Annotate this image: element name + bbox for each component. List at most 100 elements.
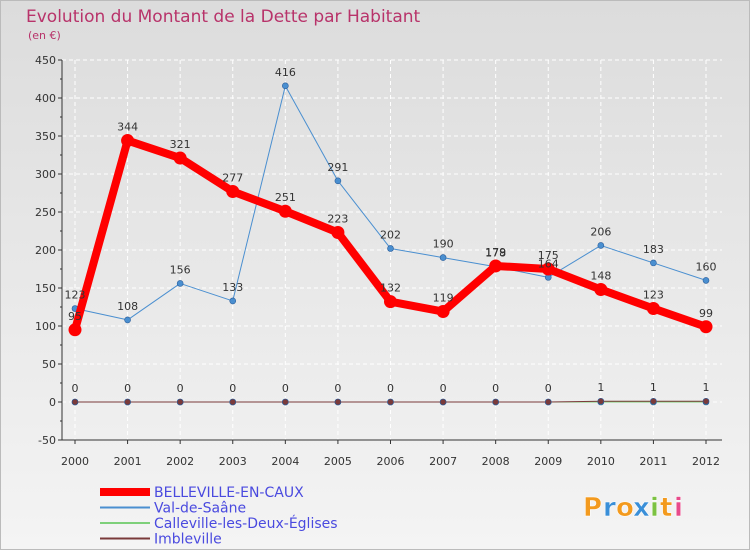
data-label-val-de-sa-ne: 164 xyxy=(538,257,559,270)
data-label-imbleville: 0 xyxy=(545,382,552,395)
y-tick-label: 450 xyxy=(35,54,56,67)
data-labels: 123 108 156 133 416 291 202 190 178 164 206 183 160 0… xyxy=(65,66,717,395)
data-label-imbleville: 0 xyxy=(282,382,289,395)
point-imbleville xyxy=(650,397,657,405)
svg-text:i: i xyxy=(674,493,683,523)
data-label-belleville-en-caux: 321 xyxy=(170,138,191,151)
point-belleville-en-caux xyxy=(226,184,240,198)
point-belleville-en-caux xyxy=(278,204,292,218)
point-belleville-en-caux xyxy=(541,262,555,276)
x-tick-label: 2008 xyxy=(482,455,510,468)
x-tick-label: 2012 xyxy=(692,455,720,468)
y-tick-label: 150 xyxy=(35,282,56,295)
chart-subtitle: (en €) xyxy=(28,29,61,42)
data-label-val-de-sa-ne: 190 xyxy=(433,238,454,251)
data-label-val-de-sa-ne: 206 xyxy=(590,225,611,238)
data-label-val-de-sa-ne: 156 xyxy=(170,263,191,276)
point-imbleville xyxy=(544,398,552,406)
data-label-imbleville: 1 xyxy=(650,381,657,394)
data-label-imbleville: 0 xyxy=(177,382,184,395)
x-tick-label: 2009 xyxy=(534,455,562,468)
data-label-belleville-en-caux: 175 xyxy=(538,249,559,262)
data-label-belleville-en-caux: 99 xyxy=(699,307,713,320)
legend: BELLEVILLE-EN-CAUXVal-de-SaâneCalleville… xyxy=(100,485,338,548)
point-belleville-en-caux xyxy=(594,283,608,297)
chart-title: Evolution du Montant de la Dette par Hab… xyxy=(26,7,421,27)
point-val-de-sa-ne xyxy=(282,82,289,90)
svg-text:r: r xyxy=(603,493,616,523)
data-label-val-de-sa-ne: 291 xyxy=(327,161,348,174)
data-label-val-de-sa-ne: 416 xyxy=(275,66,296,79)
point-imbleville xyxy=(597,397,605,405)
data-label-belleville-en-caux: 277 xyxy=(222,171,243,184)
x-tick-label: 2007 xyxy=(429,455,457,468)
point-imbleville xyxy=(71,398,79,406)
point-val-de-sa-ne xyxy=(387,245,394,252)
y-tick-label: 200 xyxy=(35,244,56,257)
point-val-de-sa-ne xyxy=(124,316,131,324)
y-tick-label: 250 xyxy=(35,206,56,219)
data-label-imbleville: 1 xyxy=(703,381,710,394)
point-imbleville xyxy=(282,398,289,406)
x-tick-label: 2010 xyxy=(587,455,615,468)
data-label-belleville-en-caux: 251 xyxy=(275,191,296,204)
point-belleville-en-caux xyxy=(384,295,397,309)
legend-label-val-de-sa-ne: Val-de-Saâne xyxy=(154,501,246,517)
x-tick-label: 2002 xyxy=(166,455,194,468)
series-layer xyxy=(68,82,713,406)
y-tick-label: 0 xyxy=(49,396,56,409)
y-tick-label: 350 xyxy=(35,130,56,143)
point-imbleville xyxy=(702,397,710,405)
x-tick-label: 2000 xyxy=(61,455,89,468)
point-val-de-sa-ne xyxy=(650,259,657,267)
point-imbleville xyxy=(334,398,342,406)
svg-text:t: t xyxy=(660,493,672,523)
point-imbleville xyxy=(492,398,499,406)
data-label-val-de-sa-ne: 178 xyxy=(485,247,506,260)
data-label-imbleville: 0 xyxy=(334,382,341,395)
data-label-imbleville: 0 xyxy=(229,382,236,395)
data-label-belleville-en-caux: 344 xyxy=(117,121,138,134)
svg-text:x: x xyxy=(633,493,650,523)
data-label-imbleville: 0 xyxy=(72,382,79,395)
x-tick-label: 2004 xyxy=(271,455,299,468)
y-tick-label: 300 xyxy=(35,168,56,181)
x-tick-label: 2001 xyxy=(114,455,142,468)
axes: -50 0 50 1 0 0 150 200 250 300 350 400 450 2000 2001 20… xyxy=(35,54,722,468)
data-label-val-de-sa-ne: 183 xyxy=(643,243,664,256)
point-belleville-en-caux xyxy=(68,323,82,337)
y-tick-label: 50 xyxy=(42,358,56,371)
point-val-de-sa-ne xyxy=(334,177,342,185)
data-label-val-de-sa-ne: 202 xyxy=(380,228,401,241)
point-imbleville xyxy=(124,398,131,406)
point-val-de-sa-ne xyxy=(597,242,605,249)
data-label-belleville-en-caux: 179 xyxy=(485,246,506,259)
data-label-imbleville: 0 xyxy=(124,382,131,395)
series-imbleville xyxy=(71,397,710,406)
data-label-belleville-en-caux: 119 xyxy=(433,292,454,305)
legend-label-belleville-en-caux: BELLEVILLE-EN-CAUX xyxy=(154,485,304,501)
point-val-de-sa-ne xyxy=(229,297,237,305)
svg-text:o: o xyxy=(616,493,634,523)
legend-label-calleville-les-deux-glises: Calleville-les-Deux-Églises xyxy=(154,515,338,532)
x-tick-label: 2011 xyxy=(639,455,667,468)
data-label-val-de-sa-ne: 108 xyxy=(117,300,138,313)
svg-text:i: i xyxy=(650,493,659,523)
svg-text:P: P xyxy=(583,493,602,523)
x-tick-label: 2003 xyxy=(219,455,247,468)
x-tick-label: 2006 xyxy=(377,455,405,468)
point-val-de-sa-ne xyxy=(439,254,447,261)
point-belleville-en-caux xyxy=(173,151,187,165)
data-label-val-de-sa-ne: 160 xyxy=(696,260,717,273)
point-imbleville xyxy=(229,398,237,406)
series-belleville-en-caux xyxy=(68,134,713,337)
y-tick-label: 400 xyxy=(35,92,56,105)
point-val-de-sa-ne xyxy=(176,280,184,287)
data-label-belleville-en-caux: 95 xyxy=(68,310,82,323)
y-tick-label: -50 xyxy=(38,434,56,447)
data-label-belleville-en-caux: 148 xyxy=(590,270,611,283)
data-label-val-de-sa-ne: 123 xyxy=(65,289,86,302)
point-val-de-sa-ne xyxy=(702,277,710,284)
